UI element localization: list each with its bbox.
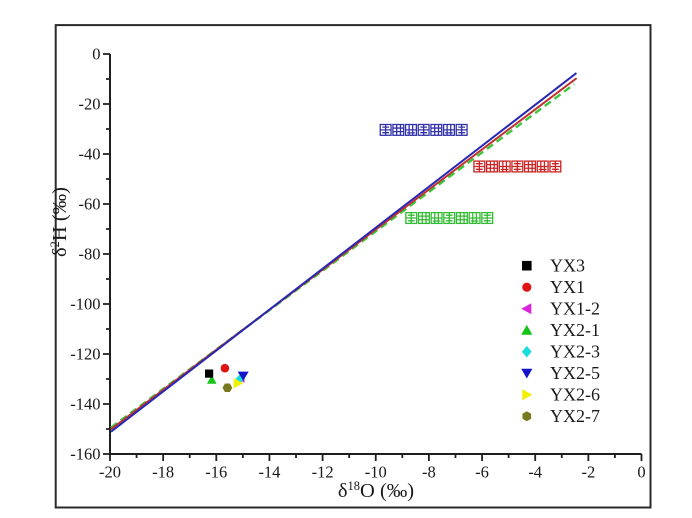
svg-text:0: 0 xyxy=(92,44,100,63)
svg-text:-12: -12 xyxy=(312,463,334,482)
svg-text:YX1: YX1 xyxy=(550,277,585,297)
svg-text:YX2-7: YX2-7 xyxy=(550,406,600,426)
svg-text:-6: -6 xyxy=(475,463,489,482)
svg-text:-80: -80 xyxy=(79,244,101,263)
svg-text:-20: -20 xyxy=(79,94,101,113)
svg-text:-20: -20 xyxy=(99,463,121,482)
svg-text:-160: -160 xyxy=(70,444,100,463)
svg-text:-14: -14 xyxy=(258,463,280,482)
svg-text:-2: -2 xyxy=(581,463,595,482)
svg-text:YX2-6: YX2-6 xyxy=(550,385,600,405)
svg-text:-18: -18 xyxy=(152,463,174,482)
svg-text:-140: -140 xyxy=(70,394,100,413)
svg-text:YX3: YX3 xyxy=(550,256,585,276)
svg-text:-4: -4 xyxy=(528,463,542,482)
svg-text:-120: -120 xyxy=(70,344,100,363)
svg-text:YX1-2: YX1-2 xyxy=(550,299,600,319)
svg-text:-10: -10 xyxy=(365,463,387,482)
svg-text:0: 0 xyxy=(637,463,645,482)
svg-text:YX2-1: YX2-1 xyxy=(550,320,600,340)
svg-text:-60: -60 xyxy=(79,194,101,213)
svg-text:YX2-3: YX2-3 xyxy=(550,342,600,362)
svg-text:δ2H (‰): δ2H (‰) xyxy=(48,187,71,257)
svg-text:-40: -40 xyxy=(79,144,101,163)
svg-text:-100: -100 xyxy=(70,294,100,313)
svg-text:-16: -16 xyxy=(205,463,227,482)
svg-text:-8: -8 xyxy=(422,463,436,482)
svg-text:YX2-5: YX2-5 xyxy=(550,363,600,383)
